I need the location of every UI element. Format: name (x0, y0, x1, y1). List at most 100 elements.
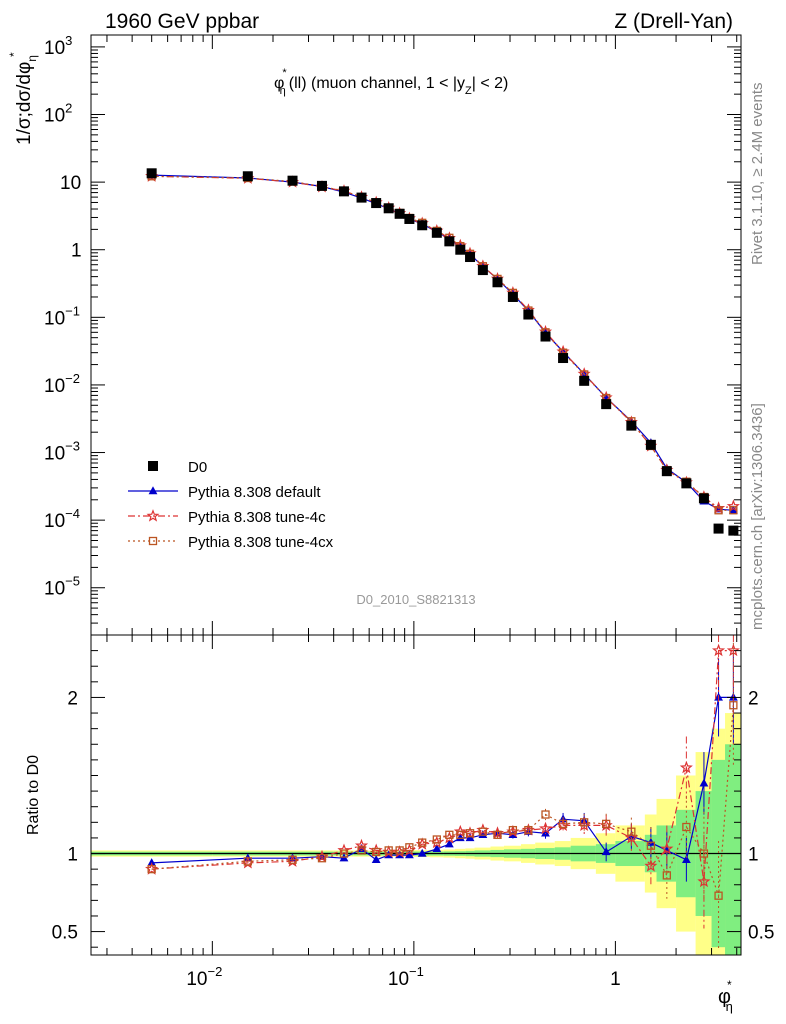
ratio-point (147, 864, 156, 874)
legend-marker (148, 486, 158, 495)
y-tick-label: 10 (60, 173, 81, 194)
rivet-note: Rivet 3.1.10, ≥ 2.4M events (749, 83, 766, 266)
y-tick-label: 1 (71, 241, 82, 262)
data-point (404, 213, 415, 224)
legend-label: Pythia 8.308 tune-4c (188, 509, 326, 526)
data-point (356, 192, 367, 203)
xlabel-eta: η (726, 999, 733, 1014)
data-point (431, 227, 442, 238)
ratio-point (354, 838, 369, 852)
ratio-point (726, 643, 740, 657)
x-tick-label: 1 (610, 969, 621, 990)
ratio-point (541, 810, 550, 819)
title-star: * (282, 67, 287, 79)
data-point (492, 277, 503, 288)
y-axis-label: 1/σ;dσ/dφη * (7, 52, 39, 145)
data-point (338, 186, 349, 197)
ratio-point (372, 847, 381, 857)
ratio-point (417, 848, 427, 857)
ratio-point (711, 643, 726, 657)
ratio-point (384, 846, 393, 855)
ratio-point (508, 825, 518, 835)
data-point (626, 420, 637, 431)
data-point (728, 525, 739, 536)
x-tick-label: 10−2 (186, 964, 222, 990)
data-point (713, 523, 724, 534)
ratio-tick-label-right: 0.5 (748, 923, 774, 944)
title-end: | < 2) (472, 75, 509, 92)
ratio-point (541, 828, 550, 837)
data-point (242, 171, 253, 182)
series-point (728, 505, 738, 514)
data-point (523, 309, 534, 320)
legend: D0 Pythia 8.308 default Pythia 8.308 tune-… (128, 459, 334, 551)
series-line (151, 175, 734, 509)
ratio-point (682, 822, 691, 832)
y-tick-label: 10−2 (44, 371, 80, 397)
ratio-point (478, 830, 488, 839)
ylabel-eta: η (25, 55, 39, 62)
ratio-tick-label-left: 1 (67, 845, 78, 866)
ratio-point (646, 841, 656, 850)
ratio-point (432, 844, 442, 853)
ratio-point (601, 847, 611, 856)
ratio-band-inner (725, 744, 741, 955)
ratio-point (337, 843, 351, 856)
x-tick-label: 10−1 (388, 964, 424, 990)
process-label: Z (Drell-Yan) (614, 10, 733, 33)
y-tick-label: 10−4 (44, 506, 80, 532)
ratio-axis-ticks (91, 650, 741, 955)
ratio-point (445, 830, 454, 839)
ratio-point (729, 701, 738, 710)
ratio-point (478, 827, 488, 836)
ratio-tick-labels: 0.5 0.5 1 1 2 2 (52, 688, 775, 943)
series-line (151, 174, 734, 511)
title-phi: φ (274, 75, 284, 92)
series-line (151, 175, 734, 511)
energy-label: 1960 GeV ppbar (105, 10, 259, 33)
series-point (729, 506, 738, 515)
data-point (477, 265, 488, 276)
ratio-point (524, 825, 533, 835)
ratio-axis-label: Ratio to D0 (25, 755, 42, 835)
ratio-point (453, 824, 467, 838)
ratio-tick-label-left: 2 (67, 688, 78, 709)
y-tick-label: 10−1 (44, 303, 80, 329)
ratio-point (627, 827, 636, 836)
ratio-point (602, 819, 611, 829)
series-point (714, 506, 723, 515)
data-point (444, 236, 455, 247)
data-point (371, 198, 382, 209)
data-point (698, 493, 709, 504)
ratio-point (395, 846, 404, 855)
ratio-point (580, 818, 589, 827)
y-tick-label: 10−3 (44, 439, 80, 465)
x-axis-label: φ* η (718, 978, 733, 1014)
data-point (507, 291, 518, 302)
data-point (383, 203, 394, 214)
ratio-point (405, 843, 414, 852)
analysis-watermark: D0_2010_S8821313 (356, 592, 475, 607)
data-point (661, 466, 672, 477)
ratio-point (679, 760, 693, 774)
ratio-point (697, 874, 711, 888)
legend-marker (148, 536, 158, 546)
ratio-point (288, 855, 297, 864)
ratio-point (444, 839, 454, 848)
ratio-point (538, 821, 553, 835)
ratio-point (357, 846, 366, 855)
ratio-tick-label-right: 2 (748, 688, 759, 709)
data-point (455, 244, 466, 255)
ratio-point (714, 891, 723, 900)
data-point (316, 180, 327, 191)
ratio-frame (90, 634, 742, 956)
main-axis-ticks (91, 35, 741, 649)
ratio-tick-label-right: 1 (748, 845, 759, 866)
ratio-tick-label-left: 0.5 (52, 923, 78, 944)
xlabel-star: * (727, 978, 732, 992)
ratio-plot-area (91, 635, 741, 955)
ratio-panel: 0.5 0.5 1 1 2 2 Ratio to D0 (25, 634, 775, 956)
ratio-point (660, 842, 674, 855)
y-tick-label: 102 (44, 101, 72, 127)
